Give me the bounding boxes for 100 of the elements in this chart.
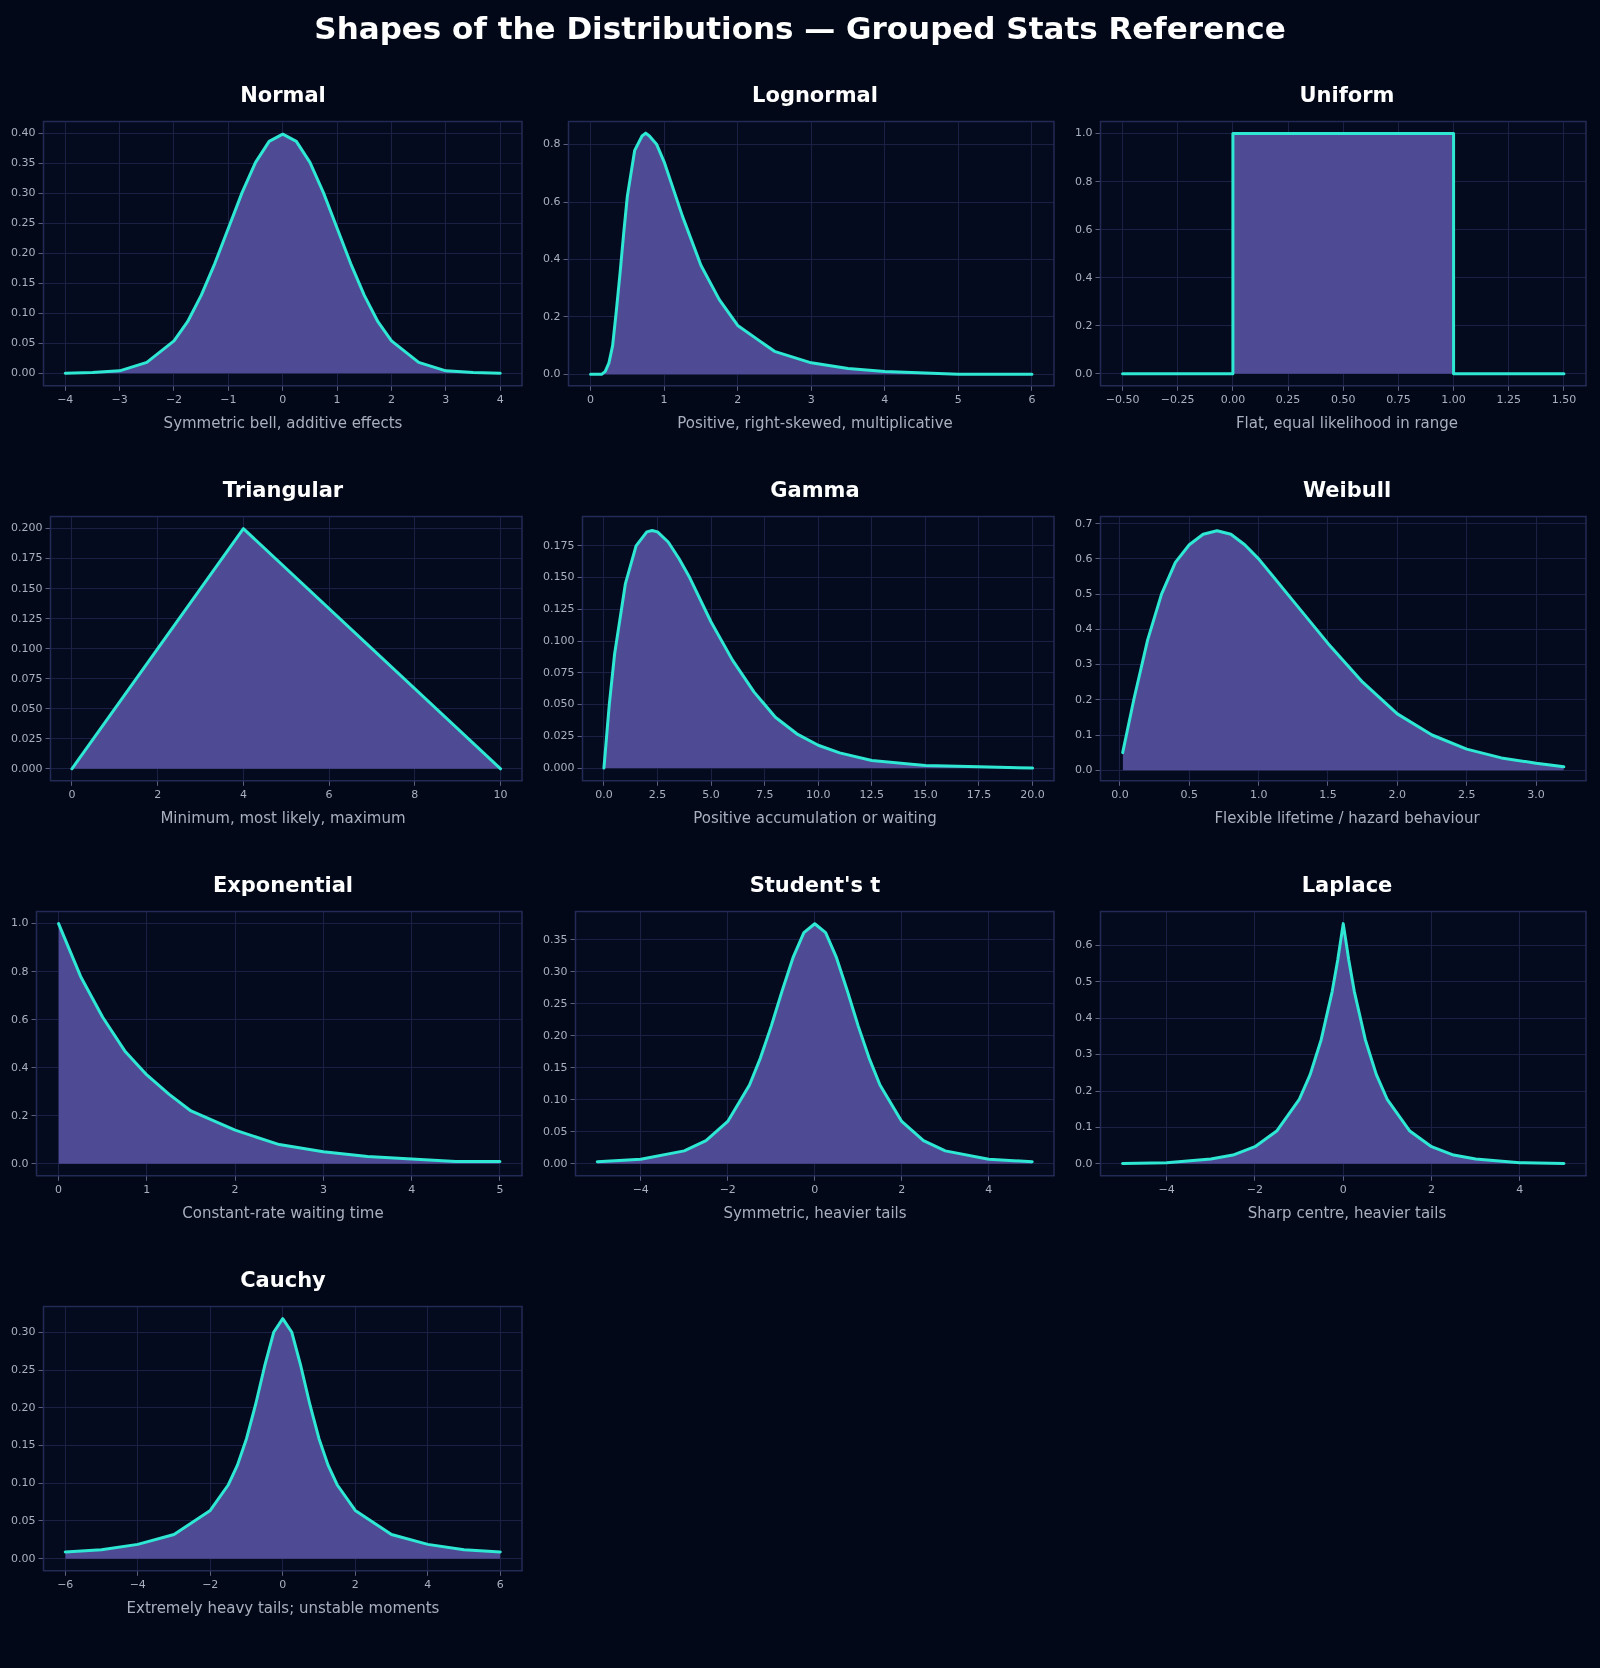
x-tick-label: 12.5 <box>859 788 885 802</box>
y-tick-label: 0.20 <box>10 246 36 260</box>
y-tick-label: 0.125 <box>10 611 43 625</box>
x-tick-label: 1 <box>660 393 668 407</box>
y-tick-label: 0.050 <box>10 701 43 715</box>
y-tick-label: 0.15 <box>542 1060 568 1074</box>
y-tick-label: 0.00 <box>10 1551 36 1565</box>
x-tick-label: −4 <box>1158 1183 1175 1197</box>
y-tick-label: 0.10 <box>10 1476 36 1490</box>
x-tick-label: 2 <box>898 1183 906 1197</box>
y-tick-label: 0.4 <box>1074 622 1093 636</box>
text: Symmetric, heavier tails <box>722 1203 908 1224</box>
chart-title: Triangular <box>221 477 345 504</box>
x-tick-label: 8 <box>411 788 419 802</box>
y-tick-label: 0.15 <box>10 276 36 290</box>
x-tick-label: −2 <box>1246 1183 1264 1197</box>
chart-title: Gamma <box>769 477 861 504</box>
text: Minimum, most likely, maximum <box>159 808 407 829</box>
x-tick-label: 1.00 <box>1441 393 1466 407</box>
x-tick-label: 3 <box>442 393 450 407</box>
y-tick-label: 0.175 <box>10 551 43 565</box>
x-tick-label: 1.5 <box>1319 788 1337 802</box>
x-tick-label: 0.75 <box>1386 393 1411 407</box>
x-tick-label: 20.0 <box>1020 788 1045 802</box>
y-tick-label: 0.1 <box>1074 727 1093 741</box>
x-tick-label: 0 <box>55 1183 63 1197</box>
x-tick-label: 10 <box>493 788 508 802</box>
y-tick-label: 0.40 <box>10 126 36 140</box>
x-tick-label: −4 <box>129 1578 146 1592</box>
y-tick-label: 0.025 <box>542 729 575 743</box>
y-tick-label: 0.2 <box>10 1108 29 1122</box>
y-tick-label: 0.30 <box>10 186 36 200</box>
x-tick-label: 2 <box>154 788 162 802</box>
chart-title: Normal <box>239 82 327 109</box>
y-tick-label: 0.05 <box>10 336 36 350</box>
text: Flat, equal likelihood in range <box>1234 413 1460 434</box>
x-tick-label: 4 <box>1516 1183 1524 1197</box>
y-tick-label: 0.050 <box>542 697 575 711</box>
chart-title: Cauchy <box>239 1267 327 1294</box>
x-tick-label: −4 <box>632 1183 649 1197</box>
text: Sharp centre, heavier tails <box>1246 1203 1448 1224</box>
y-tick-label: 0.200 <box>10 521 43 535</box>
x-tick-label: 2 <box>1428 1183 1436 1197</box>
x-tick-label: 4 <box>985 1183 993 1197</box>
chart-title: Weibull <box>1301 477 1393 504</box>
x-tick-label: 0.25 <box>1275 393 1301 407</box>
y-tick-label: 0.2 <box>542 309 561 323</box>
y-tick-label: 0.4 <box>542 252 561 266</box>
chart-title: Laplace <box>1300 872 1394 899</box>
y-tick-label: 0.20 <box>10 1400 36 1414</box>
y-tick-label: 0.10 <box>542 1092 568 1106</box>
x-tick-label: 4 <box>424 1578 432 1592</box>
y-tick-label: 0.6 <box>1074 222 1093 236</box>
y-tick-label: 0.4 <box>10 1060 29 1074</box>
x-tick-label: −2 <box>719 1183 736 1197</box>
x-tick-label: 2 <box>734 393 742 407</box>
x-tick-label: −6 <box>57 1578 74 1592</box>
y-tick-label: 0.125 <box>542 602 575 616</box>
y-tick-label: 0.25 <box>10 1362 36 1376</box>
x-tick-label: 5.0 <box>702 788 720 802</box>
y-tick-label: 0.30 <box>10 1325 36 1339</box>
y-tick-label: 0.000 <box>10 761 43 775</box>
y-tick-label: 0.150 <box>542 570 575 584</box>
x-tick-label: −2 <box>165 393 183 407</box>
y-tick-label: 0.025 <box>10 731 43 745</box>
text: Symmetric bell, additive effects <box>162 413 404 434</box>
y-tick-label: 0.3 <box>1074 1047 1093 1061</box>
x-tick-label: 1 <box>333 393 341 407</box>
x-tick-label: 2 <box>231 1183 239 1197</box>
x-tick-label: 0 <box>68 788 76 802</box>
text: Positive, right-skewed, multiplicative <box>676 413 954 434</box>
x-tick-label: 1 <box>143 1183 151 1197</box>
chart-title: Lognormal <box>751 82 879 109</box>
y-tick-label: 0.05 <box>542 1124 568 1138</box>
y-tick-label: 0.4 <box>1074 270 1093 284</box>
y-tick-label: 0.1 <box>1074 1120 1093 1134</box>
y-tick-label: 0.0 <box>1074 763 1093 777</box>
x-tick-label: −1 <box>220 393 237 407</box>
x-tick-label: −0.25 <box>1160 393 1195 407</box>
x-tick-label: 3 <box>319 1183 327 1197</box>
x-tick-label: 6 <box>1028 393 1036 407</box>
x-tick-label: 4 <box>408 1183 416 1197</box>
x-tick-label: 2.0 <box>1388 788 1407 802</box>
y-tick-label: 0.00 <box>542 1156 568 1170</box>
x-tick-label: 3 <box>807 393 815 407</box>
y-tick-label: 0.2 <box>1074 692 1093 706</box>
text: Extremely heavy tails; unstable moments <box>125 1598 441 1619</box>
y-tick-label: 0.5 <box>1074 586 1093 600</box>
x-tick-label: 0.00 <box>1220 393 1246 407</box>
x-tick-label: 4 <box>496 393 504 407</box>
y-tick-label: 0.7 <box>1074 516 1093 530</box>
y-tick-label: 0.100 <box>10 641 43 655</box>
y-tick-label: 0.0 <box>1074 1156 1093 1170</box>
y-tick-label: 0.30 <box>542 964 568 978</box>
y-tick-label: 0.25 <box>542 996 568 1010</box>
x-tick-label: 0 <box>279 393 287 407</box>
x-tick-label: 0 <box>1339 1183 1347 1197</box>
y-tick-label: 0.35 <box>10 156 36 170</box>
x-tick-label: −2 <box>202 1578 219 1592</box>
x-tick-label: 17.5 <box>966 788 992 802</box>
